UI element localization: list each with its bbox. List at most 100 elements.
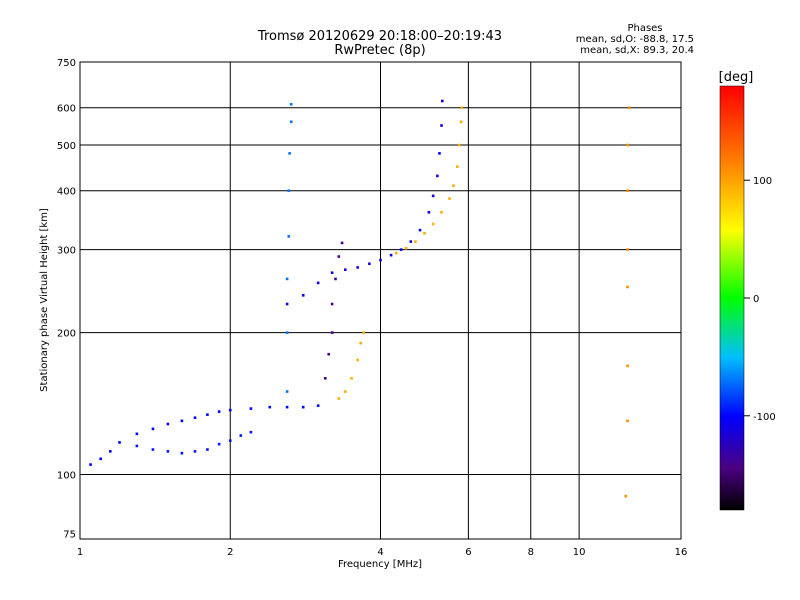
data-point bbox=[343, 268, 347, 271]
y-tick-label: 300 bbox=[57, 246, 76, 257]
data-point bbox=[350, 377, 353, 380]
data-point bbox=[166, 422, 170, 426]
data-point bbox=[337, 255, 341, 258]
x-tick-label: 8 bbox=[528, 547, 534, 558]
colorbar-tick-label: 0 bbox=[753, 294, 759, 305]
data-point bbox=[217, 442, 221, 446]
data-point bbox=[626, 248, 629, 251]
data-point bbox=[626, 285, 629, 289]
data-point bbox=[285, 390, 289, 393]
data-point bbox=[151, 427, 155, 431]
data-point bbox=[301, 405, 305, 409]
data-point bbox=[337, 397, 341, 400]
data-point bbox=[180, 419, 184, 423]
data-point bbox=[359, 341, 362, 345]
y-tick-label: 100 bbox=[57, 471, 76, 482]
colorbar-ticks: 100 0 -100 bbox=[744, 176, 776, 423]
data-point bbox=[626, 189, 629, 193]
plot-frame bbox=[79, 61, 682, 540]
data-point bbox=[340, 241, 344, 245]
data-point bbox=[394, 251, 398, 255]
x-tick-label: 4 bbox=[377, 547, 383, 558]
data-point bbox=[228, 408, 232, 412]
data-point bbox=[206, 448, 209, 451]
data-point bbox=[301, 294, 305, 297]
data-point bbox=[356, 358, 359, 362]
data-point bbox=[627, 106, 631, 109]
data-point bbox=[288, 152, 291, 155]
data-point bbox=[285, 302, 289, 306]
data-point bbox=[330, 302, 334, 306]
data-point bbox=[438, 152, 441, 155]
data-point bbox=[389, 253, 393, 257]
data-point bbox=[418, 228, 422, 232]
data-point bbox=[166, 450, 170, 453]
colorbar: [deg] 100 0 -100 bbox=[719, 70, 776, 511]
data-point bbox=[330, 271, 334, 275]
phase-heading: Phases bbox=[627, 23, 662, 34]
data-point bbox=[457, 143, 461, 147]
data-point bbox=[460, 106, 464, 109]
data-point bbox=[452, 184, 455, 187]
data-point bbox=[228, 439, 232, 442]
y-tick-label: 750 bbox=[57, 58, 76, 69]
data-point bbox=[626, 419, 629, 423]
data-points bbox=[89, 99, 631, 498]
data-point bbox=[404, 246, 408, 250]
x-tick-label: 2 bbox=[227, 547, 233, 558]
data-point bbox=[440, 210, 443, 214]
data-point bbox=[89, 463, 92, 466]
data-point bbox=[249, 430, 253, 434]
data-point bbox=[287, 235, 291, 238]
colorbar-gradient bbox=[719, 85, 745, 511]
data-point bbox=[316, 404, 320, 407]
y-tick-label: 600 bbox=[57, 104, 76, 115]
y-axis-label: Stationary phase Virtual Height [km] bbox=[39, 208, 50, 392]
chart-subtitle: RwPretec (8p) bbox=[334, 43, 425, 58]
data-point bbox=[626, 364, 629, 368]
x-tick-label: 10 bbox=[573, 547, 586, 558]
data-point bbox=[431, 194, 435, 198]
data-point bbox=[135, 432, 139, 436]
data-point bbox=[193, 416, 197, 420]
phase-stats-o: mean, sd,O: -88.8, 17.5 bbox=[576, 34, 694, 45]
data-point bbox=[379, 258, 382, 262]
data-point bbox=[440, 124, 443, 127]
data-point bbox=[414, 240, 417, 243]
phase-stats-x: mean, sd,X: 89.3, 20.4 bbox=[580, 45, 694, 56]
data-point bbox=[287, 189, 291, 193]
data-point bbox=[217, 410, 221, 413]
data-point bbox=[268, 405, 272, 409]
chart-title: Tromsø 20120629 20:18:00–20:19:43 bbox=[257, 29, 502, 44]
data-point bbox=[423, 231, 426, 235]
data-point bbox=[118, 441, 121, 444]
data-point bbox=[285, 277, 289, 281]
y-tick-labels: 75 100 200 300 400 500 600 750 bbox=[57, 58, 76, 540]
data-point bbox=[626, 143, 629, 147]
data-point bbox=[362, 331, 365, 334]
data-point bbox=[330, 331, 334, 334]
data-point bbox=[285, 405, 289, 409]
x-axis-label: Frequency [MHz] bbox=[338, 559, 422, 570]
x-tick-label: 16 bbox=[675, 547, 688, 558]
data-point bbox=[624, 494, 628, 498]
colorbar-tick-label: 100 bbox=[753, 176, 772, 187]
colorbar-tick-label: -100 bbox=[753, 412, 776, 423]
data-point bbox=[368, 262, 371, 266]
data-point bbox=[108, 450, 112, 453]
data-point bbox=[289, 120, 293, 124]
colorbar-label: [deg] bbox=[719, 70, 754, 85]
x-tick-label: 6 bbox=[465, 547, 471, 558]
y-tick-label: 400 bbox=[57, 187, 76, 198]
data-point bbox=[289, 103, 293, 106]
y-tick-label: 500 bbox=[57, 141, 76, 152]
data-point bbox=[151, 448, 155, 451]
data-point bbox=[206, 413, 209, 416]
data-point bbox=[316, 281, 320, 285]
data-point bbox=[356, 266, 359, 269]
x-tick-labels: 1 2 4 6 8 10 16 bbox=[77, 547, 688, 558]
x-tick-label: 1 bbox=[77, 547, 83, 558]
data-point bbox=[285, 331, 289, 334]
data-point bbox=[399, 248, 403, 251]
